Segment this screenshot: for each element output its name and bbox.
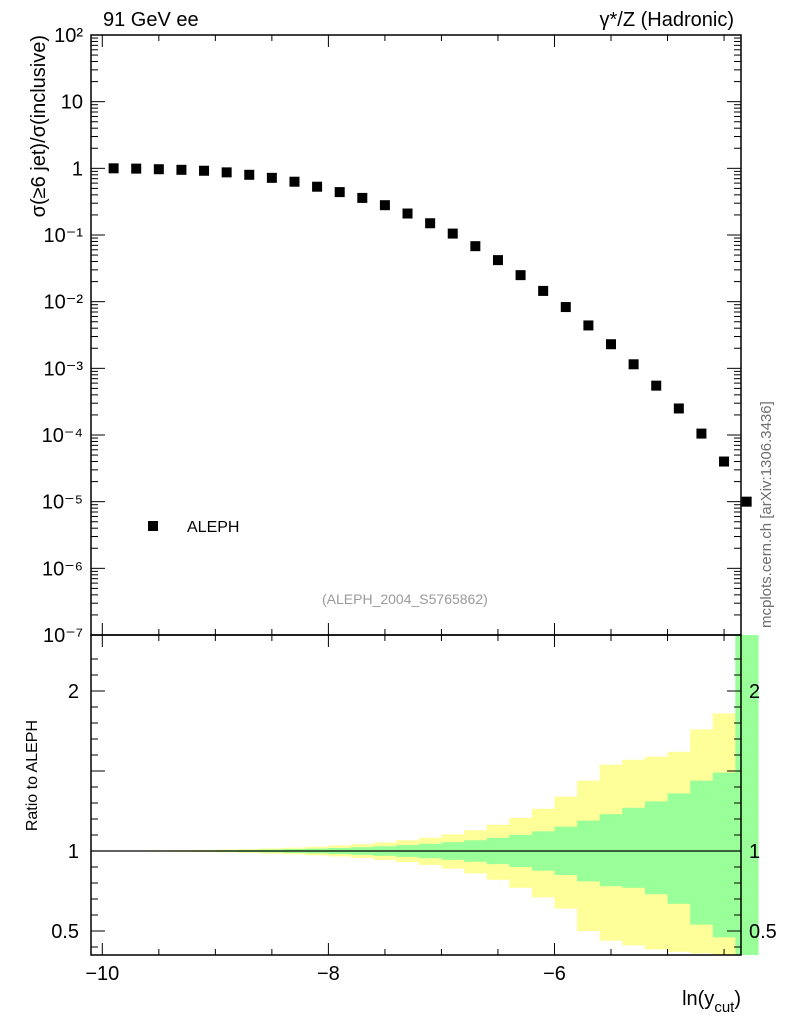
x-tick-label: −8 bbox=[317, 963, 340, 985]
y-tick-label: 10⁻⁷ bbox=[43, 625, 83, 647]
ratio-y-tick-label-left: 0.5 bbox=[51, 921, 79, 943]
ratio-band-inner-bin bbox=[622, 807, 646, 888]
aleph-data-point bbox=[741, 496, 752, 507]
watermark: mcplots.cern.ch [arXiv:1306.3436] bbox=[758, 401, 775, 628]
aleph-data-point bbox=[176, 164, 187, 175]
y-tick-label: 10⁻² bbox=[44, 292, 84, 314]
aleph-data-point bbox=[357, 192, 368, 203]
analysis-reference: (ALEPH_2004_S5765862) bbox=[322, 591, 488, 607]
aleph-data-point bbox=[289, 176, 300, 187]
aleph-data-point bbox=[153, 164, 164, 175]
x-axis-title: ln(ycut) bbox=[682, 988, 741, 1016]
aleph-data-point bbox=[131, 163, 142, 174]
aleph-data-point bbox=[492, 255, 503, 266]
y-tick-label: 10⁻⁴ bbox=[42, 425, 83, 447]
y-tick-label: 10² bbox=[54, 25, 83, 47]
aleph-data-point bbox=[606, 339, 616, 350]
aleph-data-point bbox=[560, 302, 571, 313]
ratio-y-tick-label-right: 2 bbox=[749, 681, 760, 703]
aleph-data-point bbox=[199, 165, 210, 176]
top-panel-frame bbox=[90, 34, 742, 636]
aleph-data-point bbox=[447, 228, 458, 239]
ratio-band-inner-bin bbox=[644, 801, 669, 895]
y-tick-label: 10⁻⁶ bbox=[42, 558, 83, 580]
aleph-data-point bbox=[312, 181, 323, 192]
ratio-band-inner-bin bbox=[690, 780, 714, 925]
aleph-data-point bbox=[651, 380, 662, 391]
legend-marker-aleph bbox=[148, 521, 158, 531]
aleph-data-point bbox=[221, 167, 232, 178]
ratio-band-inner-bin bbox=[667, 793, 691, 904]
y-tick-label: 10 bbox=[61, 92, 83, 114]
aleph-data-point bbox=[696, 428, 707, 439]
ratio-y-tick-label-left: 2 bbox=[68, 681, 79, 703]
aleph-data-point bbox=[425, 218, 436, 229]
aleph-data-point bbox=[470, 241, 481, 252]
top-y-axis-title: σ(≥6 jet)/σ(inclusive) bbox=[28, 35, 50, 217]
ratio-y-tick-label-right: 1 bbox=[749, 841, 760, 863]
x-tick-label: −6 bbox=[543, 963, 566, 985]
aleph-data-point bbox=[719, 456, 730, 467]
aleph-data-point bbox=[266, 172, 277, 183]
ratio-band-inner-bin bbox=[599, 814, 623, 887]
header-right-label: γ*/Z (Hadronic) bbox=[599, 9, 734, 31]
aleph-data-point bbox=[515, 270, 526, 281]
aleph-data-point bbox=[583, 320, 594, 331]
aleph-data-point bbox=[334, 187, 345, 198]
y-tick-label: 1 bbox=[72, 158, 83, 180]
bottom-panel-frame bbox=[90, 634, 742, 956]
aleph-data-point bbox=[402, 208, 413, 219]
aleph-data-point bbox=[628, 359, 639, 370]
ratio-y-axis-title: Ratio to ALEPH bbox=[24, 720, 41, 831]
aleph-data-point bbox=[538, 285, 549, 296]
ratio-y-tick-label-left: 1 bbox=[68, 841, 79, 863]
aleph-data-point bbox=[244, 169, 255, 180]
ratio-y-tick-label-right: 0.5 bbox=[749, 921, 777, 943]
x-tick-label: −10 bbox=[85, 963, 119, 985]
aleph-data-point bbox=[673, 403, 684, 414]
aleph-data-point bbox=[108, 163, 119, 174]
y-tick-label: 10⁻⁵ bbox=[42, 492, 83, 514]
header-left-label: 91 GeV ee bbox=[103, 9, 199, 31]
aleph-data-point bbox=[379, 200, 390, 211]
ratio-band-inner-bin bbox=[712, 772, 736, 938]
legend-label-aleph: ALEPH bbox=[187, 519, 239, 536]
y-tick-label: 10⁻³ bbox=[44, 358, 84, 380]
y-tick-label: 10⁻¹ bbox=[44, 225, 84, 247]
